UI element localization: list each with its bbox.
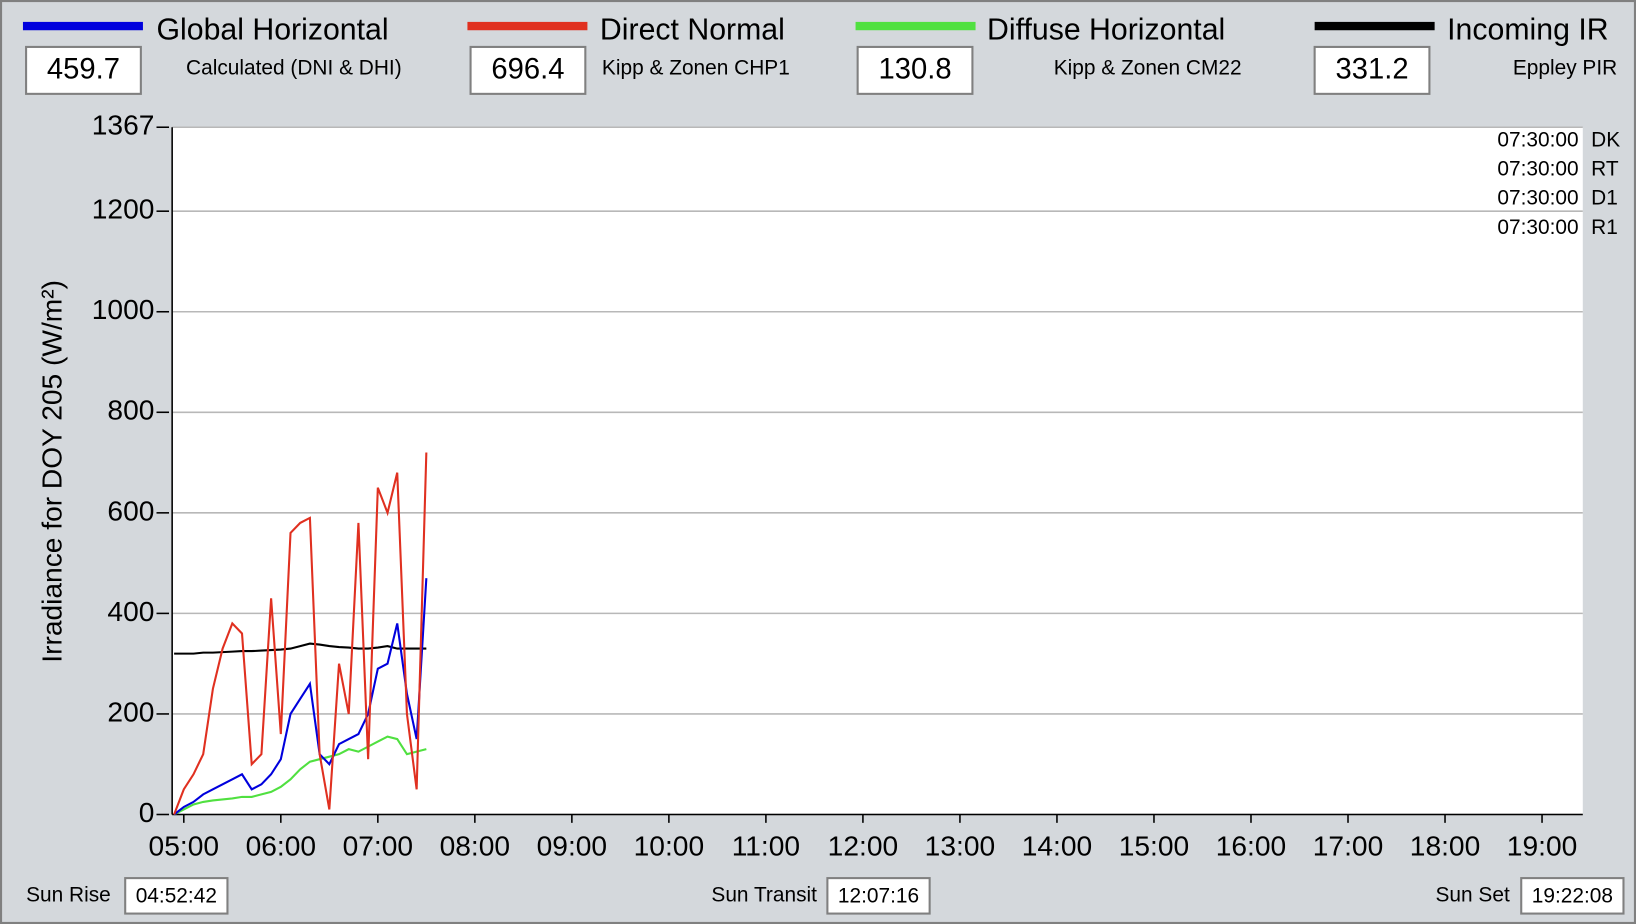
x-tick-label: 17:00	[1313, 830, 1383, 861]
stamp-code: R1	[1591, 216, 1618, 239]
stamp-time: 07:30:00	[1497, 128, 1578, 151]
legend-name: Direct Normal	[600, 13, 785, 46]
value-box	[1313, 45, 1431, 95]
current-value: 130.8	[879, 54, 952, 86]
legend-swatch	[467, 21, 588, 31]
x-tick-label: 11:00	[732, 830, 800, 861]
sun-time: 04:52:42	[136, 884, 217, 907]
current-value: 459.7	[47, 54, 120, 86]
y-tick-label: 600	[107, 495, 154, 526]
value-box	[856, 45, 974, 95]
series-line	[173, 578, 428, 816]
x-tick-label: 12:00	[828, 830, 898, 861]
x-tick-label: 07:00	[343, 830, 413, 861]
series-line	[174, 642, 427, 655]
sun-label: Sun Set	[1436, 883, 1510, 906]
x-tick-label: 06:00	[246, 830, 316, 861]
stamp-time: 07:30:00	[1497, 216, 1578, 239]
x-tick-label: 08:00	[440, 830, 510, 861]
legend-source: Eppley PIR	[1513, 56, 1617, 79]
x-tick-label: 15:00	[1119, 830, 1189, 861]
sun-label: Sun Transit	[711, 883, 817, 906]
time-box	[826, 877, 931, 915]
legend-swatch	[1314, 21, 1435, 31]
stamp-time: 07:30:00	[1497, 158, 1578, 181]
stamp-code: DK	[1591, 128, 1620, 151]
legend-source: Kipp & Zonen CHP1	[602, 56, 790, 79]
y-tick-label: 1367	[92, 110, 155, 141]
series-line	[173, 452, 428, 815]
time-box	[1520, 877, 1625, 915]
x-tick-label: 19:00	[1507, 830, 1577, 861]
y-axis-label: Irradiance for DOY 205 (W/m²)	[37, 280, 68, 663]
legend-name: Incoming IR	[1447, 13, 1608, 46]
time-box	[124, 877, 229, 915]
stamp-time: 07:30:00	[1497, 187, 1578, 210]
value-box	[25, 45, 142, 95]
series-line	[173, 735, 427, 816]
current-value: 331.2	[1335, 54, 1408, 86]
sun-time: 12:07:16	[838, 884, 919, 907]
x-tick-label: 18:00	[1410, 830, 1480, 861]
x-tick-label: 10:00	[634, 830, 704, 861]
x-tick-label: 16:00	[1216, 830, 1286, 861]
x-tick-label: 13:00	[925, 830, 995, 861]
y-tick-label: 0	[139, 797, 155, 828]
y-tick-label: 400	[107, 596, 154, 627]
y-tick-label: 200	[107, 696, 154, 727]
stamp-code: D1	[1591, 187, 1618, 210]
plot-area	[172, 127, 1583, 815]
y-tick-label: 1200	[92, 194, 155, 225]
sun-label: Sun Rise	[26, 883, 111, 906]
x-tick-label: 09:00	[537, 830, 607, 861]
legend-name: Global Horizontal	[157, 13, 389, 46]
legend-swatch	[22, 21, 143, 31]
legend-name: Diffuse Horizontal	[987, 13, 1225, 46]
x-tick-label: 05:00	[149, 830, 219, 861]
legend-source: Calculated (DNI & DHI)	[186, 56, 402, 79]
y-tick-label: 1000	[92, 294, 155, 325]
legend-source: Kipp & Zonen CM22	[1054, 56, 1242, 79]
sun-time: 19:22:08	[1532, 884, 1613, 907]
current-value: 696.4	[491, 54, 564, 86]
y-tick-label: 800	[107, 395, 154, 426]
stamp-code: RT	[1591, 158, 1619, 181]
x-tick-label: 14:00	[1022, 830, 1092, 861]
value-box	[469, 45, 587, 95]
legend-swatch	[855, 21, 976, 31]
